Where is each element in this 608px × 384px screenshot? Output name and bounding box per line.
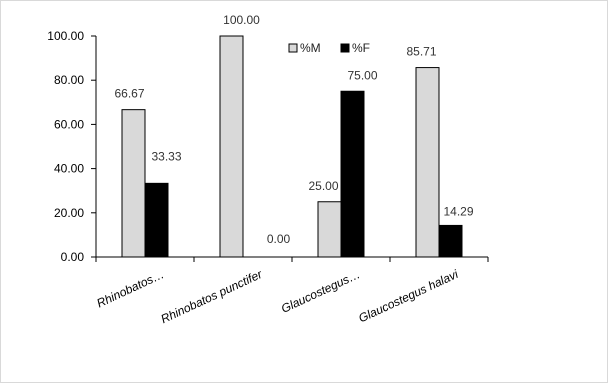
category-label: Glaucostegus…	[279, 267, 362, 316]
y-tick-label: 60.00	[54, 117, 84, 131]
legend-label: %M	[300, 41, 321, 55]
legend-swatch	[288, 43, 298, 53]
category-label: Glaucostegus halavi	[356, 267, 460, 325]
category-label: Rhinobatos punctifer	[159, 267, 266, 327]
data-labels: 66.67 100.00 25.00 85.71 33.33 0.00 75.00 14.29	[114, 13, 473, 246]
category-label: Rhinobatos…	[94, 267, 166, 310]
data-label: 85.71	[406, 45, 436, 59]
bar-female	[144, 182, 169, 258]
y-tick-label: 100.00	[47, 29, 84, 43]
bar-male	[121, 109, 146, 258]
category-labels: Rhinobatos…Rhinobatos punctifer Glaucoste…	[94, 267, 460, 327]
legend: %M %F	[288, 41, 370, 55]
bar-female	[340, 90, 365, 258]
legend-swatch	[340, 43, 350, 53]
data-label: 25.00	[308, 179, 338, 193]
bars	[121, 35, 463, 258]
y-tick-label: 20.00	[54, 206, 84, 220]
data-label: 33.33	[151, 149, 181, 163]
data-label: 66.67	[114, 87, 144, 101]
data-label: 75.00	[347, 68, 377, 82]
bar-female	[438, 224, 463, 258]
y-tick-label: 0.00	[61, 250, 85, 264]
bar-male	[415, 67, 440, 258]
y-tick-label: 80.00	[54, 73, 84, 87]
bar-male	[219, 35, 244, 258]
data-label: 14.29	[443, 204, 473, 218]
legend-label: %F	[352, 41, 370, 55]
data-label: 100.00	[223, 13, 260, 27]
y-tick-label: 40.00	[54, 162, 84, 176]
bar-male	[317, 201, 342, 258]
data-label: 0.00	[267, 232, 291, 246]
